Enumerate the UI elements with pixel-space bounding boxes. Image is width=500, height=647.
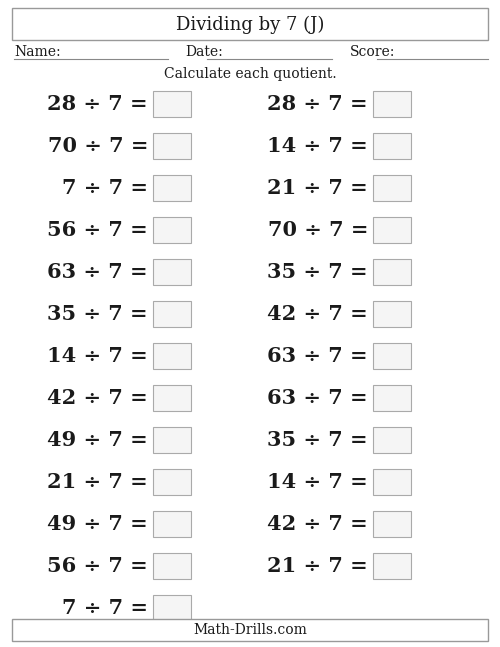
Text: 42 ÷ 7 =: 42 ÷ 7 = [47,388,148,408]
Bar [373,511,411,537]
Text: 70 ÷ 7 =: 70 ÷ 7 = [48,136,148,156]
Text: Name:: Name: [14,45,60,59]
Text: 14 ÷ 7 =: 14 ÷ 7 = [47,346,148,366]
Text: 35 ÷ 7 =: 35 ÷ 7 = [268,430,368,450]
Bar [12,8,488,40]
Bar [153,217,191,243]
Bar [373,301,411,327]
Text: 56 ÷ 7 =: 56 ÷ 7 = [47,220,148,240]
Bar [373,469,411,495]
Text: 14 ÷ 7 =: 14 ÷ 7 = [267,472,368,492]
Text: 63 ÷ 7 =: 63 ÷ 7 = [268,346,368,366]
Text: Dividing by 7 (J): Dividing by 7 (J) [176,16,324,34]
Text: 49 ÷ 7 =: 49 ÷ 7 = [47,430,148,450]
Bar [153,175,191,201]
Bar [373,259,411,285]
Bar [373,553,411,579]
Bar [153,553,191,579]
Bar [373,343,411,369]
Bar [12,619,488,641]
Bar [153,301,191,327]
Text: 21 ÷ 7 =: 21 ÷ 7 = [47,472,148,492]
Text: 7 ÷ 7 =: 7 ÷ 7 = [62,178,148,198]
Text: 7 ÷ 7 =: 7 ÷ 7 = [62,598,148,618]
Text: 42 ÷ 7 =: 42 ÷ 7 = [267,304,368,324]
Bar [153,133,191,159]
Bar [153,259,191,285]
Text: 21 ÷ 7 =: 21 ÷ 7 = [267,178,368,198]
Bar [373,427,411,453]
Bar [373,175,411,201]
Text: 28 ÷ 7 =: 28 ÷ 7 = [268,94,368,114]
Text: Math-Drills.com: Math-Drills.com [193,623,307,637]
Text: 49 ÷ 7 =: 49 ÷ 7 = [47,514,148,534]
Text: 14 ÷ 7 =: 14 ÷ 7 = [267,136,368,156]
Bar [373,133,411,159]
Bar [373,91,411,117]
Text: 42 ÷ 7 =: 42 ÷ 7 = [267,514,368,534]
Text: Calculate each quotient.: Calculate each quotient. [164,67,336,81]
Bar [153,427,191,453]
Bar [153,469,191,495]
Bar [153,343,191,369]
Bar [153,91,191,117]
Text: Date:: Date: [185,45,223,59]
Bar [373,217,411,243]
Text: 35 ÷ 7 =: 35 ÷ 7 = [48,304,148,324]
Bar [153,595,191,621]
Text: 63 ÷ 7 =: 63 ÷ 7 = [268,388,368,408]
Text: 35 ÷ 7 =: 35 ÷ 7 = [268,262,368,282]
Text: 21 ÷ 7 =: 21 ÷ 7 = [267,556,368,576]
Text: 28 ÷ 7 =: 28 ÷ 7 = [48,94,148,114]
Text: 56 ÷ 7 =: 56 ÷ 7 = [47,556,148,576]
Bar [373,385,411,411]
Text: 70 ÷ 7 =: 70 ÷ 7 = [268,220,368,240]
Bar [153,511,191,537]
Bar [153,385,191,411]
Text: Score:: Score: [350,45,396,59]
Text: 63 ÷ 7 =: 63 ÷ 7 = [48,262,148,282]
